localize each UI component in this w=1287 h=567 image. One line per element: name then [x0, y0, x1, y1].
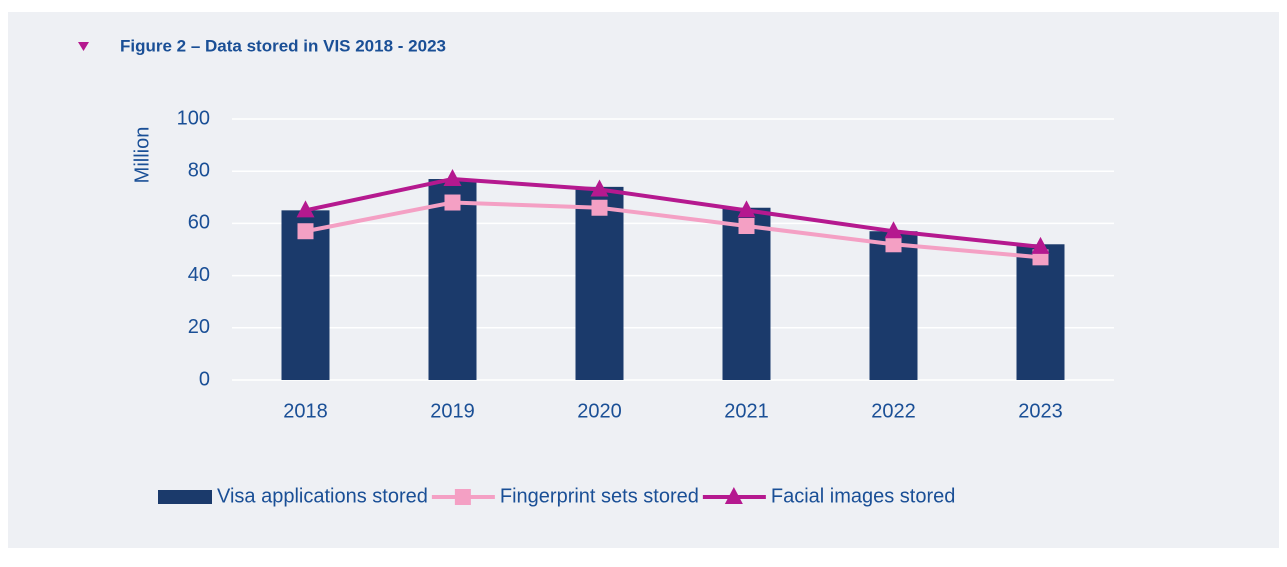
- x-tick-label: 2023: [1018, 400, 1063, 422]
- y-tick-label: 40: [188, 264, 210, 286]
- marker: [443, 169, 462, 187]
- y-axis-label: Million: [131, 127, 153, 184]
- y-tick-label: 20: [188, 316, 210, 338]
- x-tick-label: 2020: [577, 400, 622, 422]
- y-tick-label: 60: [188, 212, 210, 234]
- legend-marker: [724, 487, 743, 504]
- bar: [722, 207, 771, 380]
- marker: [297, 223, 314, 240]
- marker: [885, 236, 902, 253]
- y-tick-label: 0: [199, 368, 210, 390]
- title-marker: [78, 42, 89, 51]
- marker: [590, 179, 609, 197]
- marker: [738, 218, 755, 235]
- legend-label: Visa applications stored: [217, 485, 428, 507]
- legend-label: Facial images stored: [771, 485, 956, 507]
- bar: [1016, 244, 1065, 380]
- x-tick-label: 2022: [871, 400, 916, 422]
- marker: [591, 199, 608, 216]
- legend-label: Fingerprint sets stored: [500, 485, 699, 507]
- x-tick-label: 2019: [430, 400, 475, 422]
- line: [305, 200, 1041, 260]
- line: [305, 177, 1041, 249]
- marker: [884, 221, 903, 239]
- x-tick-label: 2018: [283, 400, 328, 422]
- legend-swatch: [158, 490, 212, 504]
- marker: [296, 200, 315, 218]
- marker: [1031, 236, 1050, 254]
- bar: [869, 231, 918, 380]
- y-tick-label: 80: [188, 159, 210, 181]
- legend-marker: [454, 489, 471, 505]
- marker: [444, 194, 461, 211]
- panel: [8, 12, 1279, 548]
- bar: [428, 179, 477, 380]
- marker: [737, 200, 756, 218]
- chart-title: Figure 2 – Data stored in VIS 2018 - 202…: [120, 36, 446, 55]
- y-tick-label: 100: [177, 107, 210, 129]
- x-tick-label: 2021: [724, 400, 769, 422]
- bar: [575, 186, 624, 380]
